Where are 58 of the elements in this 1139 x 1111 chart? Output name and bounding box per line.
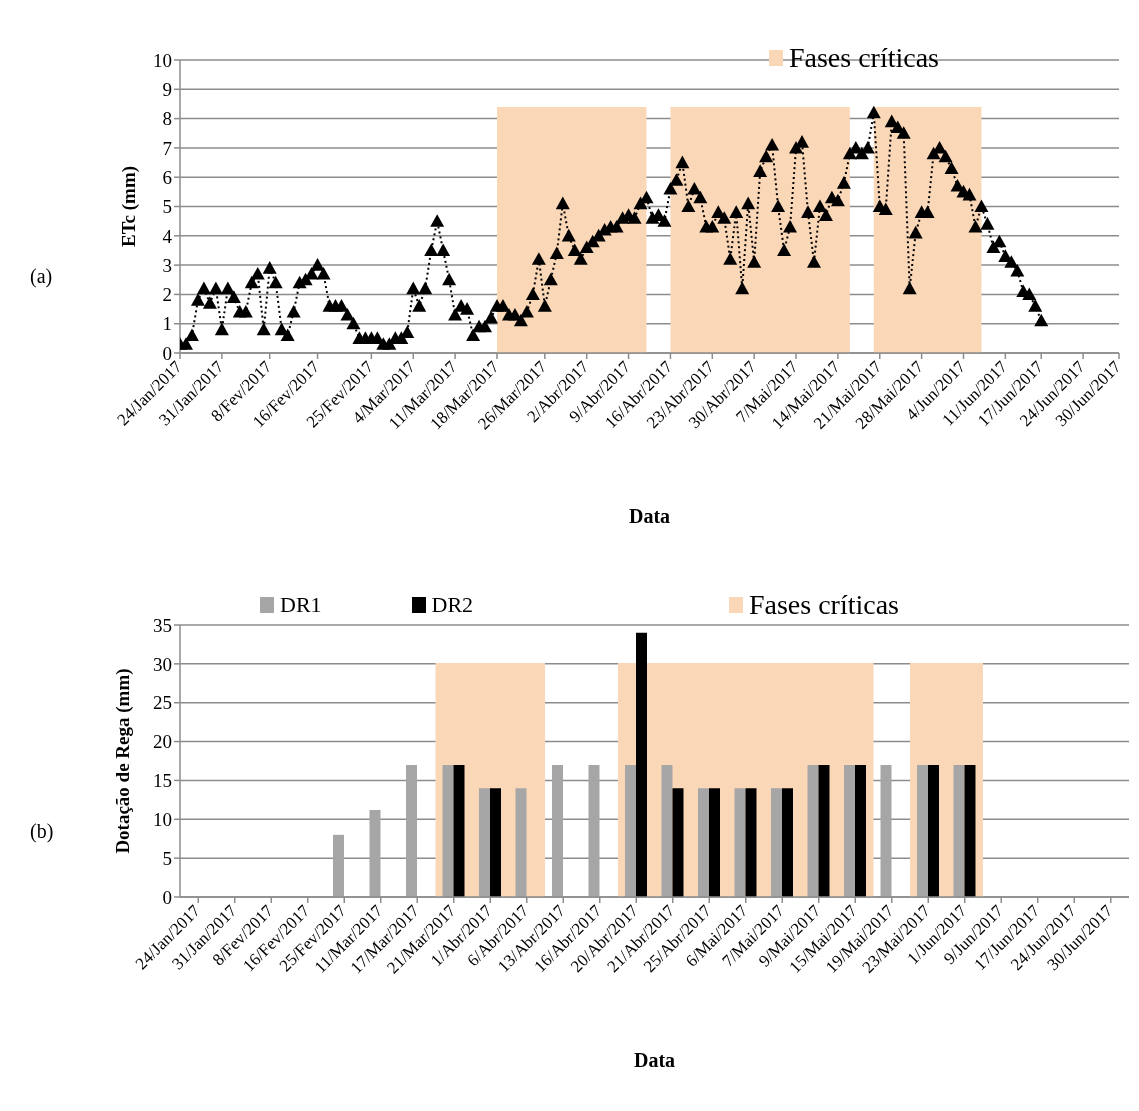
- y-tick-label: 0: [162, 342, 172, 364]
- bar: [406, 764, 417, 897]
- bar: [855, 764, 866, 897]
- y-tick-label: 3: [162, 254, 172, 276]
- bar: [917, 764, 928, 897]
- legend-label: DR1: [280, 592, 322, 618]
- bar: [709, 788, 720, 897]
- bar: [552, 764, 563, 897]
- bar: [818, 764, 830, 897]
- y-tick-label: 2: [162, 284, 172, 306]
- bar: [636, 632, 647, 897]
- bar: [442, 764, 454, 897]
- bar: [964, 764, 976, 897]
- y-tick-label: 35: [153, 614, 172, 636]
- bar: [771, 788, 782, 897]
- y-tick-label: 7: [162, 137, 172, 159]
- y-tick-label: 4: [162, 225, 173, 247]
- y-tick-label: 10: [153, 49, 172, 71]
- y-tick-label: 20: [153, 731, 172, 753]
- text: (a): [30, 265, 53, 288]
- bar: [661, 764, 673, 897]
- bar: [490, 788, 501, 897]
- bar: [625, 764, 636, 897]
- bar: [782, 788, 793, 897]
- bar: [672, 788, 684, 897]
- y-tick-label: 30: [153, 653, 172, 675]
- y-tick-label: 5: [162, 196, 172, 218]
- bar: [880, 764, 892, 897]
- y-tick-label: 10: [153, 809, 172, 831]
- legend-label: Fases críticas: [748, 589, 899, 621]
- bar: [698, 788, 709, 897]
- x-axis-title: Data: [633, 1049, 676, 1071]
- y-tick-label: 6: [162, 166, 172, 188]
- y-tick-label: 25: [153, 692, 172, 714]
- text: (b): [30, 820, 54, 843]
- legend-label: DR2: [431, 592, 474, 618]
- bar: [745, 788, 757, 897]
- bar: [588, 764, 600, 897]
- y-axis-title: Dotação de Rega (mm): [111, 668, 134, 854]
- bar: [479, 788, 490, 897]
- bar: [333, 834, 344, 897]
- y-tick-label: 1: [162, 313, 172, 335]
- y-tick-label: 8: [162, 108, 172, 130]
- bar: [734, 788, 746, 897]
- y-tick-label: 0: [162, 886, 172, 908]
- bar: [844, 764, 855, 897]
- bar: [515, 788, 527, 897]
- bar: [369, 809, 381, 897]
- y-axis-title: ETc (mm): [117, 165, 140, 248]
- y-tick-label: 9: [162, 79, 172, 101]
- y-tick-label: 15: [153, 770, 172, 792]
- bar: [807, 764, 819, 897]
- legend-label: Fases críticas: [788, 42, 939, 74]
- y-tick-label: 5: [162, 847, 172, 869]
- bar: [953, 764, 965, 897]
- bar: [928, 764, 939, 897]
- x-axis-title: Data: [628, 505, 671, 527]
- bar: [453, 764, 465, 897]
